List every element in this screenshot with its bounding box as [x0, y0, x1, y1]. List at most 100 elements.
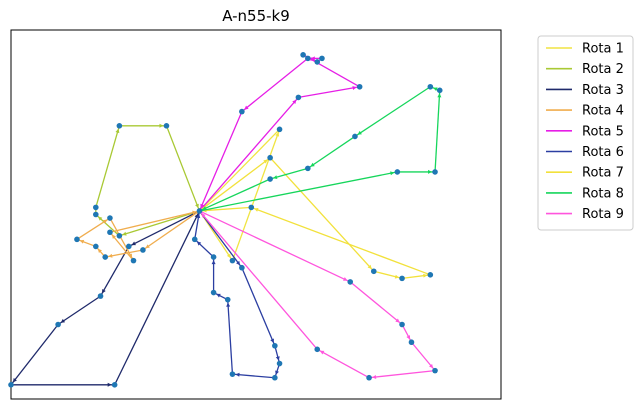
- route-2-arrow: [195, 203, 199, 209]
- route-6-segment: [227, 299, 234, 375]
- legend-label-route-8: Rota 8: [582, 186, 624, 201]
- customer-point: [163, 122, 170, 129]
- route-3-segment: [10, 324, 59, 386]
- customer-point: [305, 55, 311, 62]
- customer-point: [272, 342, 278, 349]
- route-3-arrow: [12, 378, 17, 383]
- route-4-arrow: [145, 244, 150, 249]
- route-8-arrow: [357, 130, 362, 135]
- customer-point: [370, 268, 377, 275]
- customer-point: [93, 204, 99, 211]
- route-3-segment: [99, 246, 130, 297]
- route-5-arrow: [244, 105, 249, 110]
- customer-point: [210, 289, 217, 296]
- route-6-arrow: [196, 241, 202, 246]
- customer-point: [366, 374, 372, 381]
- customer-point: [229, 257, 236, 264]
- customer-point: [305, 165, 311, 172]
- route-6-arrow: [275, 356, 280, 361]
- route-9-arrow: [319, 350, 325, 355]
- route-9-arrow: [429, 363, 434, 369]
- customer-point: [97, 293, 104, 299]
- customer-point: [347, 279, 354, 285]
- route-6-arrow: [235, 372, 240, 377]
- route-8-arrow: [310, 162, 315, 167]
- customer-point: [267, 176, 273, 182]
- customer-point: [314, 59, 321, 65]
- route-4-arrow: [102, 219, 108, 224]
- route-8-segment: [354, 86, 431, 137]
- legend-label-route-3: Rota 3: [582, 83, 624, 98]
- route-9-arrow: [406, 335, 411, 340]
- route-3-arrow: [60, 318, 66, 323]
- route-1-arrow: [275, 132, 280, 137]
- route-9-segment: [369, 369, 436, 379]
- route-4-arrow: [79, 239, 85, 244]
- route-3-segment: [57, 295, 101, 326]
- route-6-segment: [232, 373, 275, 379]
- route-5-arrow: [352, 85, 357, 90]
- route-4-segment: [109, 217, 135, 261]
- route-6-arrow: [216, 293, 221, 298]
- route-8-arrow: [433, 87, 438, 92]
- customer-point: [140, 247, 146, 253]
- chart-title: A-n55-k9: [222, 7, 290, 25]
- route-8-arrow: [390, 171, 395, 176]
- route-9-arrow: [343, 277, 348, 281]
- route-9-arrow: [372, 374, 377, 379]
- route-2-arrow: [115, 128, 120, 134]
- route-9-segment: [198, 210, 318, 350]
- route-6-segment: [241, 267, 276, 347]
- legend-label-route-4: Rota 4: [582, 104, 624, 119]
- legend-label-route-2: Rota 2: [582, 62, 624, 77]
- route-6-arrow: [196, 213, 201, 219]
- route-6-arrow: [211, 260, 216, 265]
- customer-point: [239, 264, 245, 271]
- route-2-segment: [95, 125, 120, 208]
- route-4-segment: [109, 210, 200, 233]
- customer-point: [210, 254, 217, 260]
- route-5-arrow: [200, 203, 205, 209]
- customer-points: [8, 52, 443, 388]
- route-9-segment: [349, 281, 403, 325]
- customer-point: [125, 243, 132, 250]
- customer-point: [130, 257, 137, 264]
- route-8-segment: [199, 171, 398, 212]
- customer-point: [408, 339, 415, 346]
- customer-point: [399, 321, 405, 328]
- customer-point: [432, 169, 438, 175]
- route-1-segment: [231, 129, 281, 261]
- route-9-arrow: [201, 213, 206, 218]
- route-lines: [10, 54, 442, 387]
- route-8-arrow: [428, 169, 433, 174]
- route-7-arrow: [394, 274, 400, 279]
- customer-point: [74, 236, 80, 243]
- route-8-arrow: [437, 93, 442, 98]
- plot-area: [10, 29, 502, 400]
- route-1-segment: [198, 128, 281, 212]
- customer-point: [427, 83, 434, 90]
- legend: Rota 1 Rota 2 Rota 3 Rota 4 Rota 5 Rota 6 Rota…: [537, 35, 634, 231]
- route-1-arrow: [226, 253, 231, 259]
- route-9-segment: [199, 210, 351, 283]
- route-2-arrow: [159, 123, 164, 128]
- customer-point: [93, 243, 99, 250]
- legend-label-route-9: Rota 9: [582, 207, 624, 222]
- route-8-segment: [434, 90, 441, 172]
- route-6-arrow: [270, 338, 274, 344]
- route-2-arrow: [122, 231, 127, 236]
- route-3-segment: [114, 210, 201, 386]
- route-3-arrow: [102, 289, 106, 294]
- legend-label-route-6: Rota 6: [582, 145, 624, 160]
- route-7-arrow: [423, 273, 428, 278]
- customer-point: [191, 236, 198, 243]
- customer-point: [399, 275, 405, 282]
- route-7-arrow: [263, 159, 268, 164]
- route-3-segment: [128, 210, 200, 248]
- legend-label-route-1: Rota 1: [582, 42, 624, 57]
- customer-point: [319, 55, 325, 62]
- customer-point: [116, 232, 123, 239]
- route-7-segment: [251, 206, 431, 276]
- customer-point: [432, 367, 438, 374]
